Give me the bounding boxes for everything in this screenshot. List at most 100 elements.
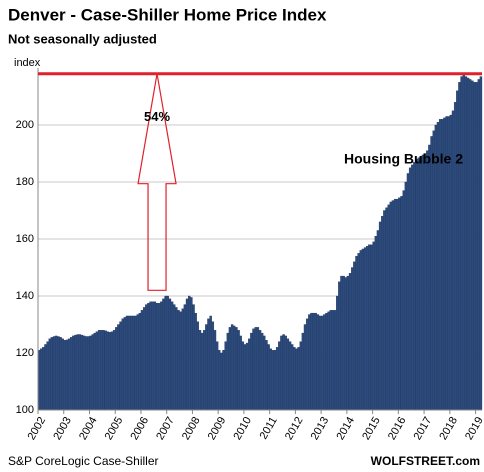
bar — [466, 77, 470, 411]
bar — [82, 335, 86, 411]
bar — [89, 335, 92, 411]
bar — [207, 318, 210, 411]
y-tick-label: 120 — [16, 347, 34, 359]
bar — [155, 302, 159, 411]
bar — [374, 235, 378, 411]
y-tick-label: 200 — [16, 119, 34, 131]
bar — [475, 82, 478, 411]
x-tick-label: 2007 — [154, 415, 177, 442]
bar — [456, 90, 459, 411]
bar — [333, 310, 337, 411]
x-tick-label: 2013 — [309, 415, 332, 442]
chart-title: Denver - Case-Shiller Home Price Index — [8, 5, 327, 24]
bar — [245, 342, 249, 411]
bar — [183, 304, 187, 411]
bar — [288, 341, 292, 411]
bar — [72, 335, 75, 411]
bar — [269, 348, 272, 411]
bar — [256, 327, 260, 411]
bar — [211, 321, 215, 411]
bar — [108, 332, 112, 411]
credit: WOLFSTREET.com — [371, 454, 480, 468]
bar — [411, 164, 414, 411]
bar — [419, 156, 423, 411]
bar — [74, 334, 77, 411]
bar — [363, 247, 367, 411]
bar — [348, 273, 352, 411]
y-tick-label: 100 — [16, 404, 34, 416]
bar — [65, 339, 69, 411]
bar — [458, 82, 461, 411]
bar — [258, 330, 262, 411]
bar — [233, 325, 236, 411]
bar — [250, 332, 253, 411]
bar — [243, 344, 247, 411]
bar — [136, 314, 139, 411]
bar — [194, 312, 197, 411]
source: S&P CoreLogic Case-Shiller — [8, 454, 159, 468]
bar — [340, 275, 343, 411]
x-tick-label: 2015 — [360, 415, 383, 442]
bar — [160, 301, 163, 411]
bar — [432, 130, 435, 411]
bar — [209, 315, 212, 411]
bar — [164, 295, 167, 411]
bar — [305, 318, 309, 411]
bar — [145, 304, 148, 411]
bar — [140, 310, 144, 411]
bar — [301, 332, 305, 411]
bar — [471, 80, 474, 411]
bar — [426, 150, 429, 411]
bar — [130, 315, 133, 411]
bar — [39, 348, 43, 411]
bar — [187, 295, 191, 411]
bar — [215, 341, 219, 411]
bar — [121, 318, 124, 411]
bar — [372, 241, 375, 411]
x-tick-label: 2012 — [283, 415, 306, 442]
bar — [52, 336, 56, 411]
bar — [267, 344, 270, 411]
bar — [408, 167, 412, 411]
bar — [421, 154, 425, 411]
bar — [273, 349, 277, 411]
bar — [477, 79, 481, 411]
bar — [85, 336, 88, 411]
bar — [346, 275, 350, 411]
bar — [192, 304, 195, 411]
bar — [265, 340, 268, 411]
x-tick-label: 2003 — [51, 415, 74, 442]
bar — [396, 198, 399, 411]
bar — [344, 277, 348, 411]
bar — [125, 315, 129, 411]
bar — [464, 76, 468, 411]
bar — [87, 336, 90, 411]
bar — [275, 347, 279, 411]
x-tick-label: 2009 — [206, 415, 229, 442]
bar — [134, 315, 137, 411]
bar — [297, 347, 300, 411]
x-tick-label: 2011 — [258, 415, 280, 441]
bar — [220, 352, 223, 411]
bar — [235, 327, 238, 411]
bar — [91, 334, 94, 411]
bar — [400, 196, 403, 411]
bar — [230, 324, 234, 411]
bar — [213, 330, 217, 411]
bar — [327, 311, 330, 411]
bar — [434, 124, 438, 411]
bar — [314, 312, 317, 411]
bar — [78, 334, 82, 411]
bar — [355, 255, 358, 411]
bar — [468, 79, 472, 411]
y-tick-label: 140 — [16, 290, 34, 302]
bar — [428, 144, 431, 411]
x-tick-label: 2010 — [231, 415, 254, 442]
bar — [393, 198, 397, 411]
bar — [168, 298, 172, 411]
x-tick-label: 2004 — [77, 415, 100, 442]
bar — [61, 338, 64, 411]
bar — [198, 330, 202, 411]
bar — [331, 310, 335, 411]
